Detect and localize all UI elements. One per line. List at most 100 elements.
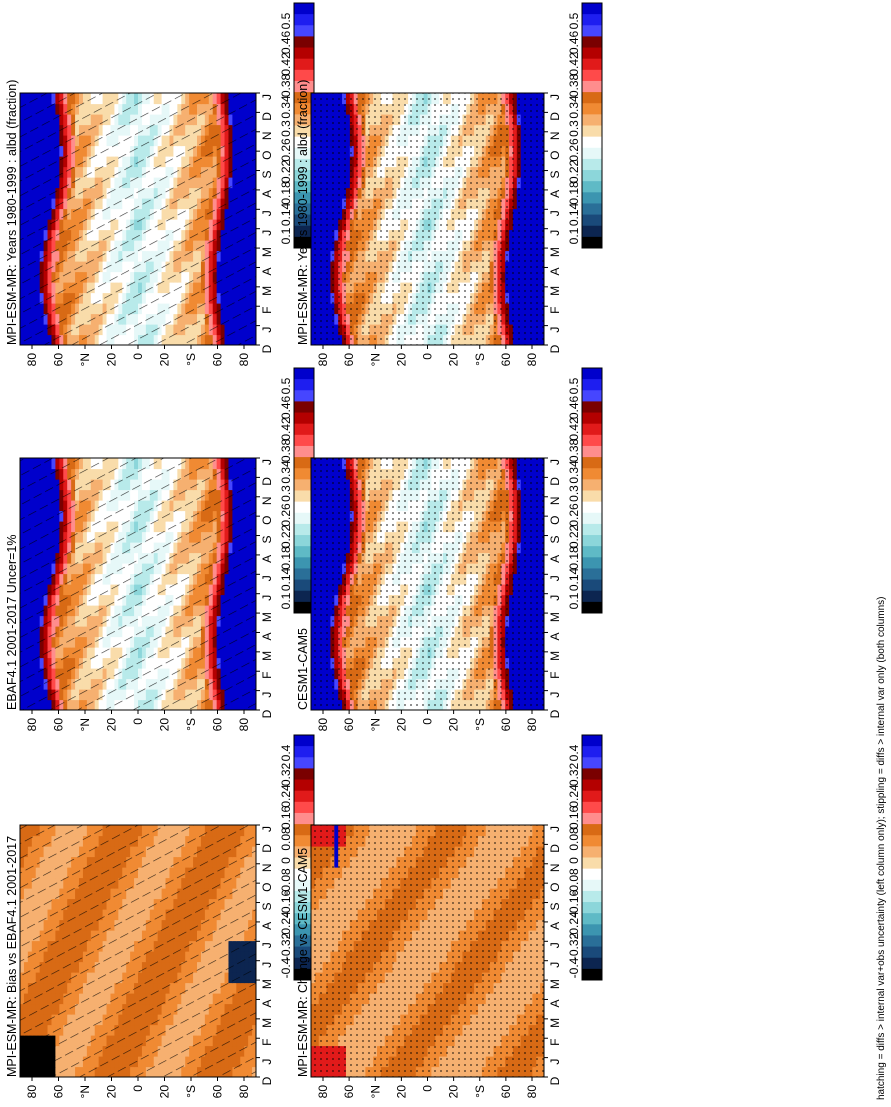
stipple-overlay [311,93,544,345]
colorbar-swatch [294,590,314,603]
colorbar-label: 0.1 [279,227,293,244]
colorbar-label: 0.3 [279,485,293,502]
colorbar-swatch [582,158,602,171]
colorbar-label: 0.5 [279,377,293,394]
colorbar-label: 0.22 [279,524,293,548]
colorbar-label: 0.34 [279,460,293,484]
colorbar-swatch [582,125,602,138]
colorbar-swatch [294,557,314,569]
colorbar-swatch [294,390,314,402]
x-tick-label: D [260,112,274,121]
colorbar-swatch [294,203,314,216]
colorbar-label: 0.26 [279,138,293,162]
x-tick-label: J [548,327,562,333]
colorbar-swatch [294,479,314,491]
colorbar-swatch [294,114,314,126]
colorbar-label: 0.38 [567,73,581,97]
x-tick-label: N [260,131,274,140]
colorbar-swatch [294,423,314,436]
colorbar-swatch [582,203,602,216]
colorbar-swatch [294,192,314,204]
x-tick-label: N [260,496,274,505]
colorbar-label: 0.14 [279,567,293,591]
colorbar-swatch [294,368,314,380]
y-tick-label: 80 [25,718,39,732]
colorbar-label: 0.26 [279,503,293,527]
colorbar-label: 0.18 [279,181,293,205]
colorbar-swatch [294,58,314,71]
colorbar-label: 0.38 [279,73,293,97]
colorbar-swatch [294,103,314,115]
colorbar-label: 0.42 [279,52,293,76]
colorbar-swatch [582,103,602,115]
y-tick-label: 0 [421,353,435,360]
x-tick-label: J [260,575,274,581]
colorbar-label: 0.3 [279,120,293,137]
colorbar-label: 0.22 [279,159,293,183]
colorbar-label: 0.26 [567,138,581,162]
heatmap-field [20,93,256,345]
x-tick-label: D [548,112,562,121]
colorbar-label: 0.18 [567,181,581,205]
colorbar-label: 0.46 [279,395,293,419]
y-tick-label: 20 [158,718,172,732]
colorbar-swatch [294,501,314,514]
x-tick-label: S [548,171,562,179]
y-tick-label: °S [473,353,487,366]
chart-panel-2: MPI-ESM-MR: Years 1980-1999 : albd (frac… [296,2,603,367]
colorbar-swatch [582,92,602,104]
colorbar-swatch [582,170,602,182]
x-tick-label: J [548,94,562,100]
colorbar-swatch [294,379,314,391]
y-tick-label: 60 [211,353,225,367]
x-tick-label: D [548,344,562,353]
colorbar-swatch [294,490,314,503]
colorbar-swatch [582,3,602,15]
x-tick-label: D [260,709,274,718]
x-tick-label: J [260,230,274,236]
colorbar-swatch [294,69,314,82]
colorbar-frame [581,2,603,249]
colorbar-swatch [582,80,602,93]
colorbar-swatch [582,25,602,37]
x-tick-label: J [548,210,562,216]
colorbar-label: 0.1 [279,592,293,609]
colorbar-swatch [582,181,602,193]
y-tick-label: 60 [342,353,356,367]
y-tick-label: 0 [131,718,145,725]
x-tick-label: A [260,190,274,198]
colorbar-swatch [582,47,602,60]
colorbar-swatch [294,136,314,149]
heatmap-field [311,93,544,345]
x-tick-label: A [260,555,274,563]
colorbar-swatch [582,225,602,238]
colorbar-swatch [294,47,314,60]
colorbar-swatch [294,512,314,525]
panel-group: MPI-ESM-MR: Years 1980-1999 : albd (frac… [5,2,603,1098]
chart-panel-1: MPI-ESM-MR: Years 1980-1999 : albd (frac… [5,2,315,367]
colorbar-swatch [294,601,314,614]
y-tick-label: °S [184,353,198,366]
colorbar-label: 0.46 [279,30,293,54]
colorbar-swatch [582,36,602,49]
x-tick-label: J [260,459,274,465]
colorbar-swatch [294,181,314,193]
colorbar-label: 0.14 [279,202,293,226]
colorbar: 0.50.460.420.380.340.30.260.220.180.140.… [567,2,603,249]
x-tick-label: N [548,131,562,140]
colorbar-label: 0.42 [567,52,581,76]
x-tick-label: J [260,692,274,698]
y-tick-label: 20 [105,718,119,732]
x-tick-label: A [260,267,274,275]
x-tick-label: D [260,477,274,486]
colorbar-label: 0.46 [567,30,581,54]
y-tick-label: 20 [158,353,172,367]
panel-title: EBAF4.1 2001-2017 Uncer=1% [5,535,19,710]
heatmap-field [311,458,544,710]
y-tick-label: 0 [131,353,145,360]
x-tick-label: S [260,536,274,544]
hatch-overlay [20,458,256,710]
colorbar-swatch [582,114,602,126]
colorbar-swatch [294,3,314,15]
colorbar-label: 0.34 [279,95,293,119]
